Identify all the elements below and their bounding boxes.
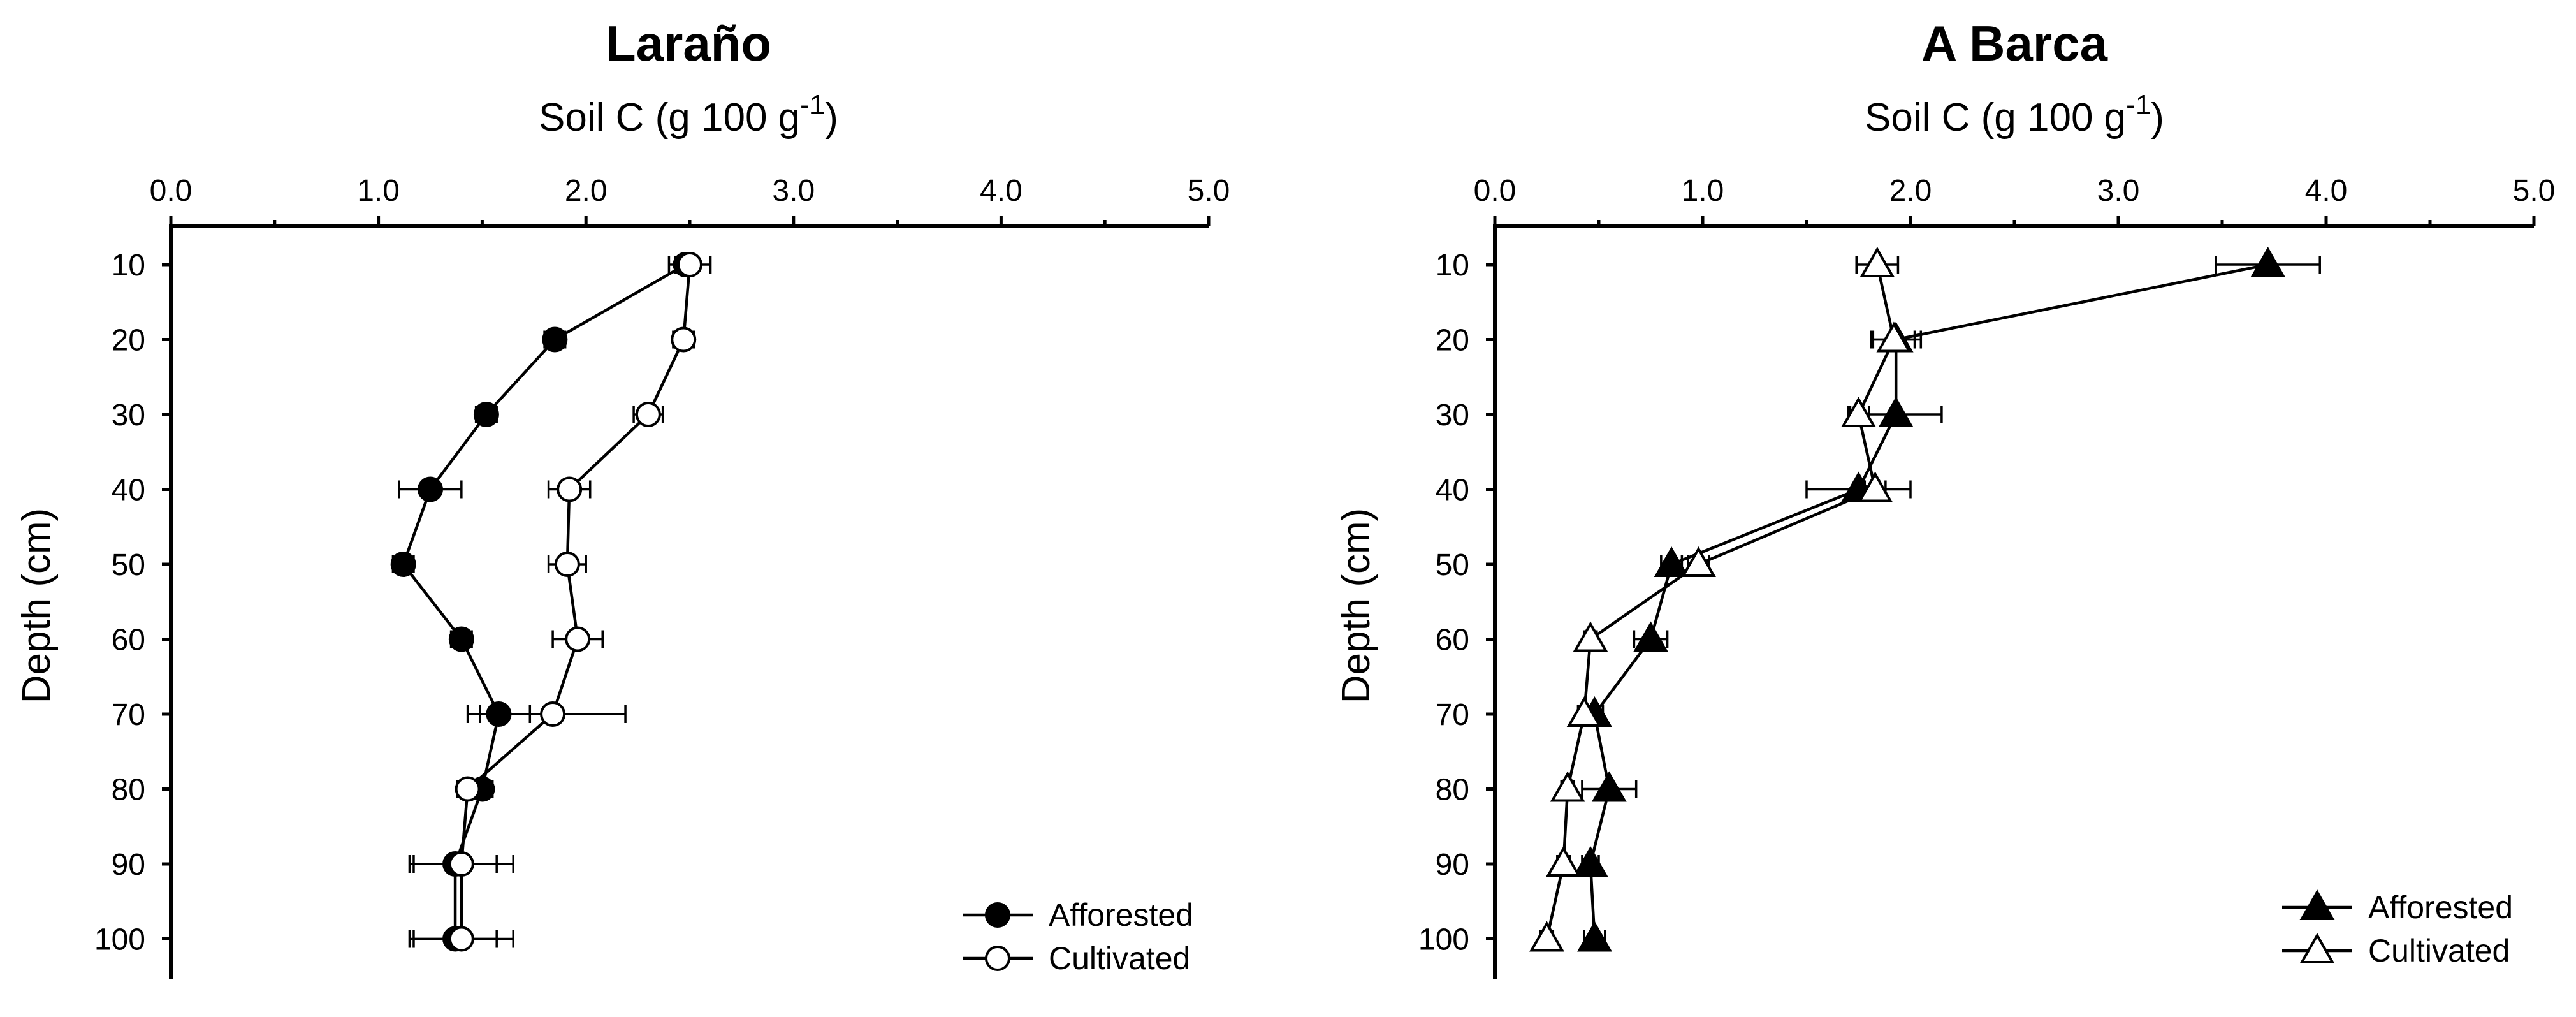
series-afforested xyxy=(390,252,699,952)
legend-item-cultivated: Cultivated xyxy=(2282,932,2510,969)
y-tick-label: 40 xyxy=(112,474,145,508)
x-tick-label: 3.0 xyxy=(2097,174,2140,208)
x-tick-label: 0.0 xyxy=(150,174,193,208)
y-tick-label: 10 xyxy=(112,249,145,282)
data-point xyxy=(1591,771,1627,802)
legend-item-cultivated: Cultivated xyxy=(963,940,1190,976)
data-point xyxy=(557,476,583,502)
data-point xyxy=(390,552,416,577)
data-point xyxy=(554,552,580,577)
series-line xyxy=(402,263,687,939)
series-line xyxy=(1589,263,2269,939)
data-point xyxy=(1546,845,1582,877)
series-line xyxy=(460,264,692,939)
data-point xyxy=(448,626,474,652)
legend-label: Cultivated xyxy=(1049,940,1190,976)
y-tick-label: 80 xyxy=(1436,773,1469,807)
legend-item-afforested: Afforested xyxy=(963,897,1193,933)
x-tick-label: 4.0 xyxy=(2305,174,2348,208)
y-tick-label: 60 xyxy=(112,624,145,657)
x-tick-label: 5.0 xyxy=(1188,174,1230,208)
data-point xyxy=(1681,546,1716,577)
chart-a-barca: A Barca Soil C (g 100 g-1) Depth (cm) 0.… xyxy=(1334,15,2555,979)
y-tick-label: 30 xyxy=(112,399,145,432)
y-axis-label: Depth (cm) xyxy=(15,508,59,704)
x-tick-label: 4.0 xyxy=(980,174,1022,208)
x-tick-label: 1.0 xyxy=(1682,174,1724,208)
data-point xyxy=(542,326,568,353)
y-tick-label: 30 xyxy=(1436,399,1469,432)
y-tick-label: 60 xyxy=(1436,624,1469,657)
data-point xyxy=(1633,621,1668,652)
data-point xyxy=(1841,396,1876,427)
data-point xyxy=(2250,246,2286,277)
chart-title: A Barca xyxy=(1921,15,2108,71)
y-tick-label: 40 xyxy=(1436,474,1469,508)
data-point xyxy=(1566,696,1602,727)
data-point xyxy=(671,326,697,353)
x-tick-label: 2.0 xyxy=(1889,174,1932,208)
y-tick-label: 10 xyxy=(1436,249,1469,282)
data-point xyxy=(448,926,474,952)
data-point xyxy=(418,476,443,502)
x-axis-label: Soil C (g 100 g-1) xyxy=(539,89,838,140)
legend-label: Afforested xyxy=(1049,897,1193,933)
series-afforested xyxy=(1573,246,2321,952)
series-cultivated xyxy=(1529,246,1916,952)
data-point xyxy=(540,701,566,727)
y-tick-label: 20 xyxy=(1436,324,1469,358)
data-point xyxy=(473,402,499,427)
data-point xyxy=(1573,845,1608,877)
legend: Afforested Cultivated xyxy=(963,897,1193,976)
data-point xyxy=(1859,246,1895,277)
legend-marker xyxy=(2299,932,2335,963)
chart-larano: Laraño Soil C (g 100 g-1) Depth (cm) 0.0… xyxy=(15,15,1230,979)
y-axis-label: Depth (cm) xyxy=(1334,508,1378,704)
data-point xyxy=(635,402,661,427)
x-tick-label: 1.0 xyxy=(357,174,400,208)
data-point xyxy=(1550,771,1585,802)
x-axis-label: Soil C (g 100 g-1) xyxy=(1865,89,2164,140)
y-tick-label: 90 xyxy=(1436,848,1469,882)
data-point xyxy=(565,626,591,652)
data-point xyxy=(1577,921,1612,952)
legend-marker xyxy=(985,946,1010,971)
y-tick-label: 100 xyxy=(94,923,145,957)
y-tick-label: 70 xyxy=(1436,698,1469,732)
series-line xyxy=(1545,264,1896,939)
data-point xyxy=(1876,321,1912,353)
data-point xyxy=(448,851,474,877)
legend-label: Cultivated xyxy=(2368,933,2510,969)
legend-marker xyxy=(985,902,1010,928)
y-tick-label: 70 xyxy=(112,698,145,732)
x-tick-label: 2.0 xyxy=(565,174,608,208)
x-tick-label: 5.0 xyxy=(2513,174,2556,208)
y-tick-label: 20 xyxy=(112,324,145,358)
chart-title: Laraño xyxy=(606,15,771,71)
data-point xyxy=(1573,621,1608,652)
y-tick-label: 80 xyxy=(112,773,145,807)
legend-label: Afforested xyxy=(2368,889,2513,925)
data-point xyxy=(455,776,481,802)
y-tick-label: 50 xyxy=(1436,548,1469,582)
x-tick-label: 3.0 xyxy=(772,174,815,208)
x-tick-label: 0.0 xyxy=(1474,174,1517,208)
legend-marker xyxy=(2299,889,2335,920)
data-point xyxy=(1878,396,1914,427)
legend: Afforested Cultivated xyxy=(2282,889,2513,969)
data-point xyxy=(1529,921,1564,952)
series-cultivated xyxy=(408,252,712,952)
y-tick-label: 90 xyxy=(112,848,145,882)
y-tick-label: 100 xyxy=(1418,923,1469,957)
data-point xyxy=(1654,546,1689,577)
y-tick-label: 50 xyxy=(112,548,145,582)
data-point xyxy=(677,252,702,277)
data-point xyxy=(1858,471,1893,502)
legend-item-afforested: Afforested xyxy=(2282,889,2513,925)
